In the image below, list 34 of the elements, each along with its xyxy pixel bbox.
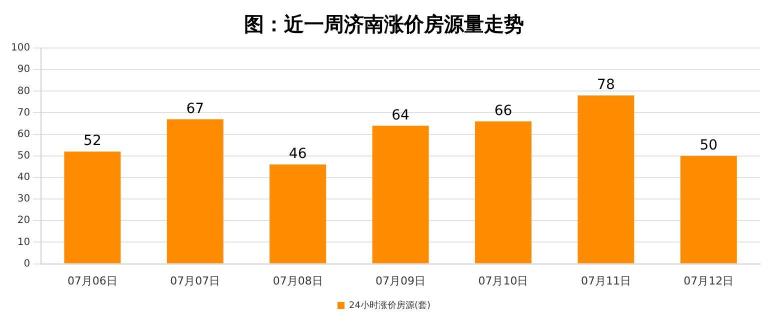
y-tick-label: 20 [17, 215, 30, 226]
data-label: 78 [597, 77, 615, 94]
data-label: 67 [186, 100, 204, 117]
y-tick-label: 60 [17, 128, 30, 140]
x-tick-label: 07月07日 [170, 274, 220, 288]
y-tick-label: 10 [17, 236, 30, 248]
x-tick-label: 07月12日 [684, 274, 734, 288]
y-tick-label: 30 [17, 194, 30, 205]
x-tick-label: 07月08日 [272, 274, 323, 288]
bar [166, 119, 224, 264]
data-label: 46 [288, 146, 307, 162]
y-tick-label: 90 [17, 64, 30, 76]
bar [270, 164, 326, 264]
y-tick-label: 40 [17, 172, 30, 184]
data-label: 52 [84, 133, 102, 150]
y-tick-label: 80 [17, 86, 30, 97]
x-tick-label: 07月06日 [67, 274, 118, 288]
bar [475, 121, 532, 264]
y-tick-label: 100 [10, 42, 30, 54]
bar [64, 152, 121, 264]
data-label: 50 [700, 138, 718, 154]
bar [680, 156, 737, 264]
bar [578, 95, 634, 264]
y-tick-label: 70 [17, 107, 30, 118]
bar [372, 126, 429, 264]
y-tick-label: 50 [17, 150, 30, 162]
x-tick-label: 07月11日 [580, 274, 631, 288]
y-tick-label: 0 [24, 258, 30, 270]
data-label: 66 [494, 103, 512, 120]
x-tick-label: 07月09日 [376, 274, 426, 288]
chart-title: 图：近一周济南涨价房源量走势 [244, 12, 524, 36]
data-label: 64 [392, 107, 410, 124]
x-tick-label: 07月10日 [478, 274, 528, 288]
legend-label: 24小时涨价房源(套) [349, 300, 430, 311]
